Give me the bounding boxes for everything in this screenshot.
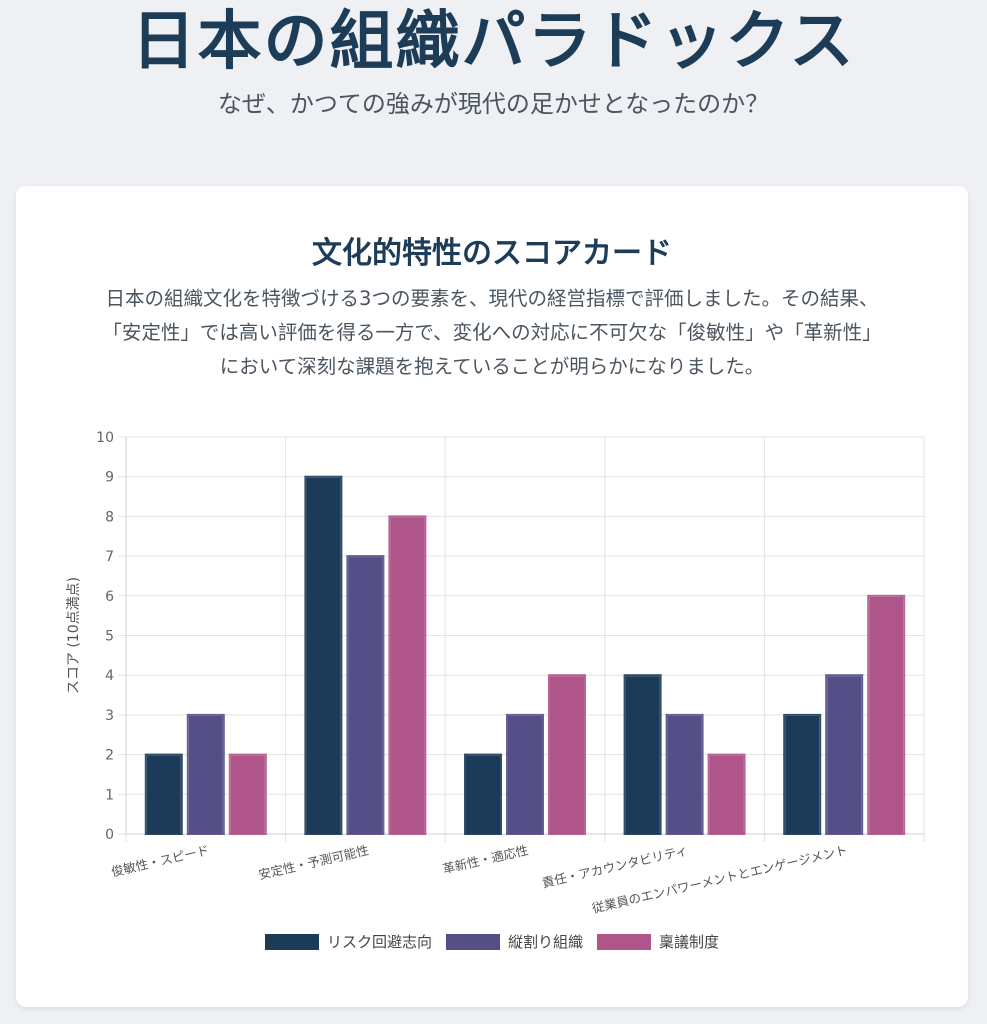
legend-label: 縦割り組織 [507, 933, 583, 951]
bar [667, 715, 702, 834]
y-tick-label: 5 [105, 629, 114, 645]
legend-swatch [597, 933, 651, 950]
bar [550, 676, 584, 834]
bar-outline [388, 515, 427, 835]
description-line: 日本の組織文化を特徴づける3つの要素を、現代の経営指標で評価しました。その結果、 [105, 287, 879, 310]
card-description: 日本の組織文化を特徴づける3つの要素を、現代の経営指標で評価しました。その結果、… [54, 282, 930, 384]
bar [709, 755, 744, 834]
bar [390, 517, 425, 834]
description-line: において深刻な課題を抱えていることが明らかになりました。 [219, 355, 765, 378]
legend-item[interactable]: 稟議制度 [597, 931, 719, 952]
bar-outline [304, 475, 343, 835]
y-tick-label: 2 [105, 748, 114, 764]
x-tick-label: 従業員のエンパワーメントとエンゲージメント [590, 842, 848, 916]
bar [785, 715, 820, 834]
x-tick-label: 安定性・予測可能性 [257, 842, 370, 882]
bar [508, 715, 542, 834]
y-axis-title: スコア (10点満点) [66, 577, 82, 694]
bar [827, 676, 862, 834]
bar [230, 755, 265, 834]
bar [188, 715, 223, 834]
y-tick-label: 9 [105, 470, 114, 486]
legend-swatch [445, 933, 500, 950]
bar-outline [867, 594, 906, 835]
legend-label: リスク回避志向 [326, 933, 432, 951]
bar [466, 755, 500, 834]
bar-outline [665, 713, 704, 836]
scorecard-card: 文化的特性のスコアカード 日本の組織文化を特徴づける3つの要素を、現代の経営指標… [16, 186, 968, 1007]
y-tick-label: 7 [105, 549, 114, 565]
page-title: 日本の組織パラドックス [131, 5, 856, 79]
x-tick-label: 俊敏性・スピード [110, 842, 211, 879]
bar-outline [783, 713, 822, 836]
bar [306, 477, 341, 834]
y-tick-label: 0 [105, 827, 114, 843]
bar-outline [186, 713, 225, 836]
bar [146, 755, 181, 834]
x-tick-label: 革新性・適応性 [441, 842, 530, 876]
chart-legend: リスク回避志向 縦割り組織 稟議制度 [16, 931, 968, 952]
bar-outline [707, 753, 746, 835]
y-tick-label: 4 [105, 668, 114, 684]
legend-item[interactable]: リスク回避志向 [264, 931, 432, 952]
y-tick-label: 6 [105, 589, 114, 605]
bar-outline [825, 674, 864, 836]
y-tick-label: 3 [105, 708, 114, 724]
bar-outline [623, 674, 662, 836]
bar-outline [228, 753, 267, 835]
bar-outline [464, 753, 502, 835]
bar-outline [346, 555, 385, 835]
bar [348, 557, 383, 834]
legend-label: 稟議制度 [659, 933, 720, 951]
description-line: 「安定性」では高い評価を得る一方で、変化への対応に不可欠な「俊敏性」や「革新性」 [102, 321, 882, 344]
bar-outline [506, 713, 544, 836]
bar-outline [144, 753, 183, 835]
y-tick-label: 10 [96, 430, 114, 446]
y-tick-label: 8 [105, 509, 114, 525]
card-title: 文化的特性のスコアカード [312, 236, 672, 271]
legend-swatch [264, 933, 319, 950]
bar [869, 596, 904, 834]
bar-outline [548, 674, 586, 836]
page-subtitle: なぜ、かつての強みが現代の足かせとなったのか？ [217, 90, 770, 118]
y-tick-label: 1 [105, 787, 114, 803]
bar [625, 676, 660, 834]
legend-item[interactable]: 縦割り組織 [445, 931, 583, 952]
